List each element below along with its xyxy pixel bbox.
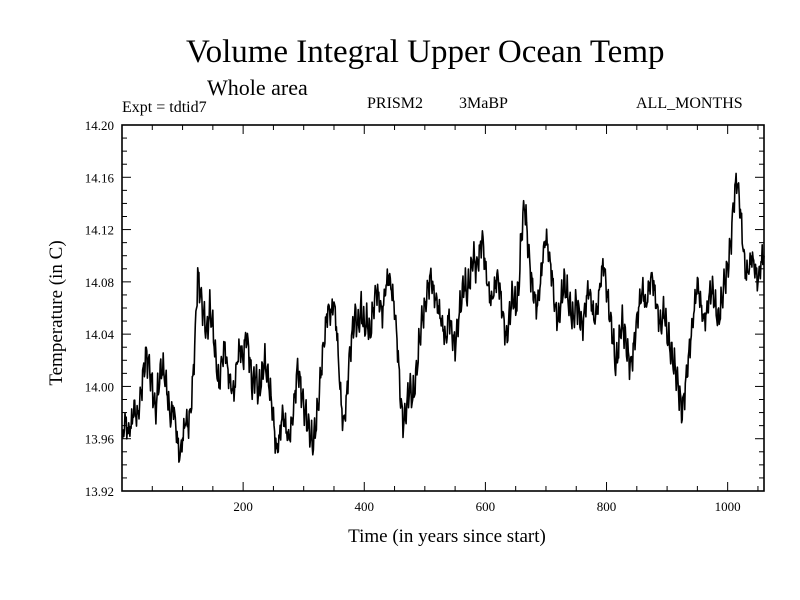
x-tick-label: 800 — [597, 499, 617, 514]
run-label: PRISM2 — [367, 95, 424, 112]
chart-subtitle: Whole area — [207, 75, 308, 100]
y-tick-label: 14.16 — [85, 170, 115, 185]
y-tick-label: 13.96 — [85, 432, 115, 447]
y-tick-label: 14.00 — [85, 379, 114, 394]
period-label: 3MaBP — [459, 95, 508, 112]
y-tick-label: 14.08 — [85, 275, 114, 290]
experiment-label: Expt = tdtid7 — [122, 99, 207, 116]
y-tick-label: 14.20 — [85, 118, 114, 133]
temperature-series-line — [121, 172, 765, 463]
y-tick-label: 13.92 — [85, 484, 114, 499]
y-axis-title: Temperature (in C) — [46, 240, 67, 385]
y-tick-label: 14.12 — [85, 223, 114, 238]
x-tick-label: 600 — [476, 499, 496, 514]
tick-labels: 13.92 13.96 14.00 14.04 14.08 14.12 14.16 14.20… — [85, 118, 741, 514]
y-tick-label: 14.04 — [85, 327, 115, 342]
x-tick-label: 200 — [233, 499, 253, 514]
x-axis-title: Time (in years since start) — [348, 526, 546, 547]
months-label: ALL_MONTHS — [636, 95, 743, 112]
axis-ticks — [122, 124, 764, 492]
x-tick-label: 400 — [355, 499, 375, 514]
plot-frame — [121, 124, 765, 492]
x-tick-label: 1000 — [715, 499, 741, 514]
chart-title: Volume Integral Upper Ocean Temp — [186, 34, 665, 70]
